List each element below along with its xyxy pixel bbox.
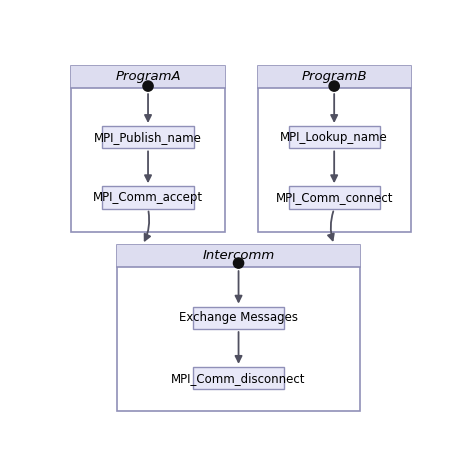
Text: MPI_Publish_name: MPI_Publish_name	[94, 131, 202, 144]
Text: ProgramB: ProgramB	[301, 71, 367, 83]
FancyBboxPatch shape	[72, 66, 225, 232]
FancyBboxPatch shape	[257, 66, 411, 232]
FancyBboxPatch shape	[72, 66, 225, 88]
FancyBboxPatch shape	[289, 186, 380, 209]
Circle shape	[329, 81, 339, 91]
Circle shape	[233, 258, 244, 268]
Text: Exchange Messages: Exchange Messages	[179, 311, 298, 324]
Text: MPI_Comm_disconnect: MPI_Comm_disconnect	[171, 372, 306, 384]
FancyBboxPatch shape	[289, 126, 380, 148]
FancyBboxPatch shape	[193, 367, 284, 389]
FancyBboxPatch shape	[117, 245, 360, 411]
Text: Intercomm: Intercomm	[202, 249, 274, 262]
Text: MPI_Comm_accept: MPI_Comm_accept	[93, 191, 203, 204]
Text: ProgramA: ProgramA	[115, 71, 181, 83]
FancyBboxPatch shape	[193, 307, 284, 329]
Circle shape	[143, 81, 153, 91]
FancyBboxPatch shape	[117, 245, 360, 267]
Text: MPI_Comm_connect: MPI_Comm_connect	[275, 191, 393, 204]
Text: MPI_Lookup_name: MPI_Lookup_name	[280, 131, 388, 144]
FancyBboxPatch shape	[102, 186, 194, 209]
FancyBboxPatch shape	[257, 66, 411, 88]
FancyBboxPatch shape	[102, 126, 194, 148]
